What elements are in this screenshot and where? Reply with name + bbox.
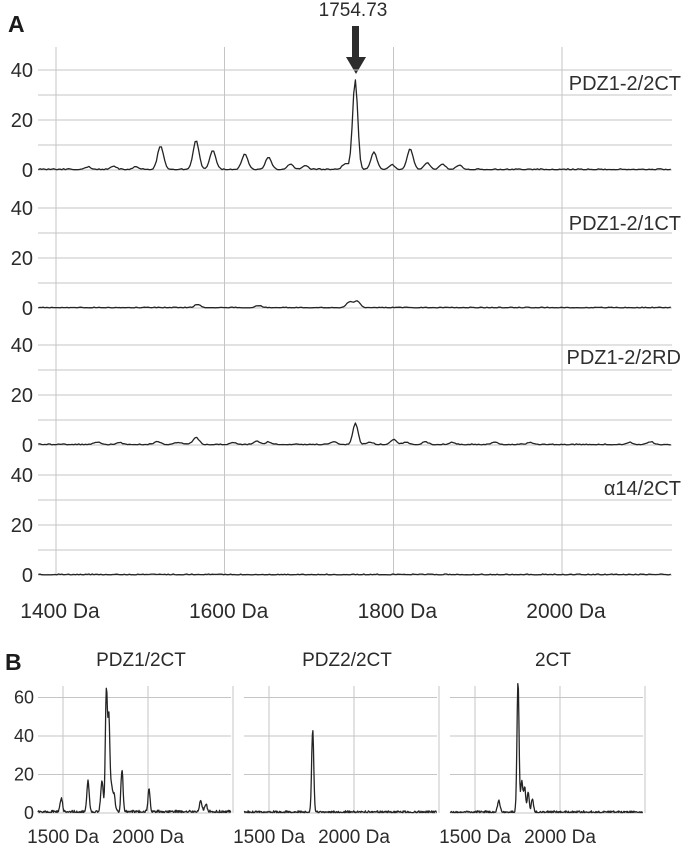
x-tick-label: 1800 Da <box>358 600 438 623</box>
subplot-title-2ct: 2CT <box>535 650 571 671</box>
spectrum-trace-2 <box>38 422 671 446</box>
spectrum-trace-3 <box>38 573 671 576</box>
x-tick-label: 2000 Da <box>524 827 596 848</box>
x-tick-label: 1500 Da <box>439 827 511 848</box>
x-tick-label: 1500 Da <box>233 827 305 848</box>
x-tick-label: 2000 Da <box>318 827 390 848</box>
spectrum-trace-0 <box>38 79 671 171</box>
y-tick-label: 40 <box>14 726 34 746</box>
y-tick-label: 20 <box>11 248 33 270</box>
x-tick-label: 1400 Da <box>20 600 100 623</box>
peak-arrow-icon <box>352 26 359 58</box>
y-tick-label: 40 <box>11 60 33 82</box>
spectrum-trace-b-2 <box>449 682 644 814</box>
y-tick-label: 20 <box>14 765 34 785</box>
y-tick-label: 20 <box>11 515 33 537</box>
trace-label-pdz12-1ct: PDZ1-2/1CT <box>568 213 681 235</box>
trace-label-a14-2ct: α14/2CT <box>603 478 681 500</box>
x-tick-label: 2000 Da <box>112 827 184 848</box>
y-tick-label: 20 <box>11 110 33 132</box>
y-tick-label: 0 <box>22 298 33 320</box>
x-tick-label: 2000 Da <box>526 600 606 623</box>
y-tick-label: 0 <box>22 565 33 587</box>
panel-a-label: A <box>8 11 25 37</box>
x-tick-label: 1600 Da <box>189 600 269 623</box>
trace-label-pdz12-2rd: PDZ1-2/2RD <box>566 347 681 369</box>
x-tick-label: 1500 Da <box>27 827 99 848</box>
y-tick-label: 0 <box>22 160 33 182</box>
spectrum-trace-b-1 <box>243 730 437 814</box>
y-tick-label: 40 <box>11 465 33 487</box>
trace-label-pdz12-2ct: PDZ1-2/2CT <box>568 73 681 95</box>
subplot-title-pdz2-2ct: PDZ2/2CT <box>302 650 392 671</box>
y-tick-label: 0 <box>24 803 34 823</box>
spectrum-trace-1 <box>38 300 671 309</box>
peak-mass-annotation: 1754.73 <box>318 0 388 21</box>
panel-b-plot: 0 20 40 60 1500 Da 2000 Da 1500 Da 2000 Da 1500 … <box>14 682 646 848</box>
spectrum-trace-b-0 <box>37 687 232 814</box>
y-tick-label: 40 <box>11 198 33 220</box>
panel-b-label: B <box>5 649 22 675</box>
subplot-title-pdz1-2ct: PDZ1/2CT <box>96 650 186 671</box>
panel-a-plot: 0 20 40 0 20 40 0 20 40 0 20 40 1400 Da 1600 Da 1800 D… <box>11 47 672 623</box>
y-tick-label: 60 <box>14 688 34 708</box>
y-tick-label: 20 <box>11 385 33 407</box>
y-tick-label: 40 <box>11 335 33 357</box>
y-tick-label: 0 <box>22 435 33 457</box>
